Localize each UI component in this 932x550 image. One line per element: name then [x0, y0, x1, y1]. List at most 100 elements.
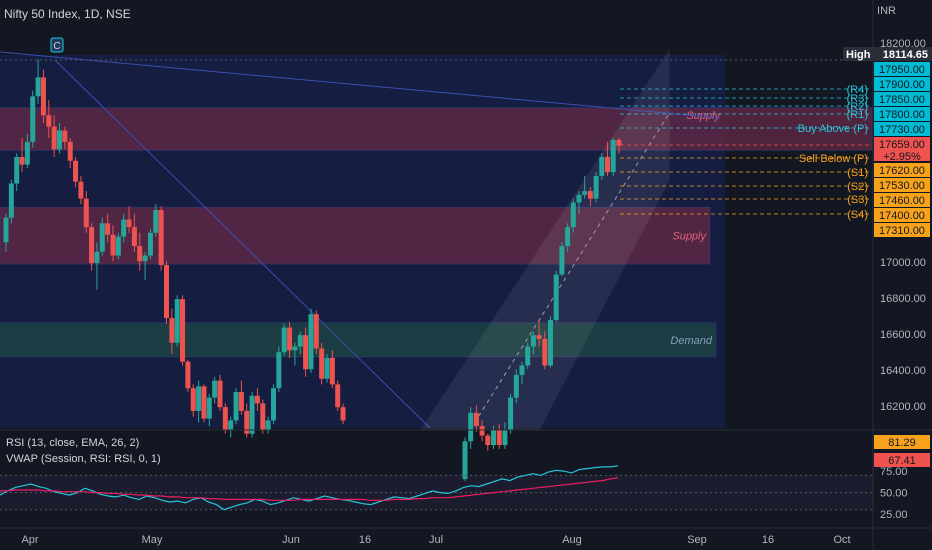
candle [462, 441, 468, 480]
price-badge-value: 17310.00 [879, 225, 925, 237]
candle [468, 412, 474, 442]
candle [513, 374, 519, 398]
candle [536, 335, 542, 339]
rsi-badge-value: 81.29 [888, 437, 916, 449]
candle [610, 139, 616, 173]
zone-supply [0, 107, 873, 151]
candle [40, 77, 46, 116]
rsi-ma-badge [874, 453, 930, 467]
price-badge [874, 163, 930, 177]
price-badge-value: 17620.00 [879, 165, 925, 177]
x-tick-label: Apr [21, 534, 38, 546]
vwap-legend[interactable]: VWAP (Session, RSI: RSI, 0, 1) [6, 453, 161, 465]
high-badge-value: 18114.65 [883, 49, 928, 61]
candle [222, 407, 228, 430]
level-label: (S3) [847, 194, 868, 206]
candle [19, 156, 25, 165]
candle [115, 236, 121, 256]
y-tick-label: 16400.00 [880, 365, 926, 377]
trendline-diagonal [54, 59, 431, 429]
level-label: (R1) [847, 109, 868, 121]
candle [174, 299, 180, 343]
candle [142, 255, 148, 262]
price-badge [874, 137, 930, 161]
candle [593, 175, 599, 199]
price-badge [874, 92, 930, 106]
candle [565, 227, 571, 247]
candle [530, 335, 536, 347]
rsi-tick-label: 25.00 [880, 509, 908, 521]
x-tick-label: Jul [429, 534, 443, 546]
rsi-badge [874, 435, 930, 449]
candle [94, 251, 100, 264]
price-badge-value: 17950.00 [879, 64, 925, 76]
candle [616, 139, 622, 146]
y-tick-label: 17000.00 [880, 257, 926, 269]
price-badge-value: 17800.00 [879, 109, 925, 121]
price-badge [874, 62, 930, 76]
price-badge [874, 178, 930, 192]
x-tick-label: Oct [833, 534, 850, 546]
candle [73, 160, 79, 182]
price-badge [874, 77, 930, 91]
candle [340, 407, 346, 421]
candle [89, 227, 95, 264]
c-marker-label: C [53, 41, 60, 52]
price-badge-value: 17900.00 [879, 79, 925, 91]
candle [164, 265, 169, 319]
level-label: (R2) [847, 101, 868, 113]
level-label: (S1) [847, 167, 868, 179]
candle [313, 314, 319, 349]
rsi-tick-label: 75.00 [880, 466, 908, 478]
channel-midline [469, 111, 671, 431]
candle [67, 141, 73, 161]
rsi-line [0, 465, 619, 511]
level-label: Buy Above (P) [798, 123, 868, 135]
price-badge-value: 17659.00 [879, 139, 925, 151]
candle [542, 338, 548, 366]
candle [212, 380, 218, 398]
candle [169, 318, 175, 343]
candle [287, 327, 293, 351]
candle [308, 314, 314, 370]
level-label: (R4) [847, 84, 868, 96]
candle [335, 384, 341, 408]
candle [548, 319, 553, 366]
candle [137, 246, 143, 262]
candle [3, 217, 9, 243]
candle [244, 410, 250, 434]
x-tick-label: 16 [762, 534, 774, 546]
chart-title: Nifty 50 Index, 1D, NSE [4, 7, 131, 21]
price-badge-value: 17460.00 [879, 195, 925, 207]
price-badge-value: 17730.00 [879, 124, 925, 136]
candle [491, 429, 496, 446]
level-label: Sell Below (P) [799, 153, 868, 165]
candle [479, 426, 485, 436]
candle [51, 126, 57, 150]
candle [525, 346, 531, 366]
candle [599, 156, 605, 176]
candle [190, 388, 196, 411]
candle [292, 346, 298, 351]
zone-demand [0, 322, 717, 358]
candle [126, 219, 132, 228]
candle [570, 202, 576, 228]
candle [303, 335, 309, 370]
x-tick-label: 16 [359, 534, 371, 546]
candle [147, 232, 153, 256]
candle [30, 96, 36, 142]
c-marker-icon [50, 37, 64, 53]
candle [78, 181, 84, 199]
candle [185, 361, 191, 389]
candle [260, 403, 266, 430]
candle [24, 141, 30, 165]
rsi-legend[interactable]: RSI (13, close, EMA, 26, 2) [6, 437, 140, 449]
candle [249, 395, 255, 434]
candle [502, 429, 508, 446]
candle [57, 130, 62, 150]
candle [158, 210, 164, 266]
zone-label: Supply [672, 231, 707, 243]
candle [582, 191, 588, 195]
candle [271, 388, 276, 421]
